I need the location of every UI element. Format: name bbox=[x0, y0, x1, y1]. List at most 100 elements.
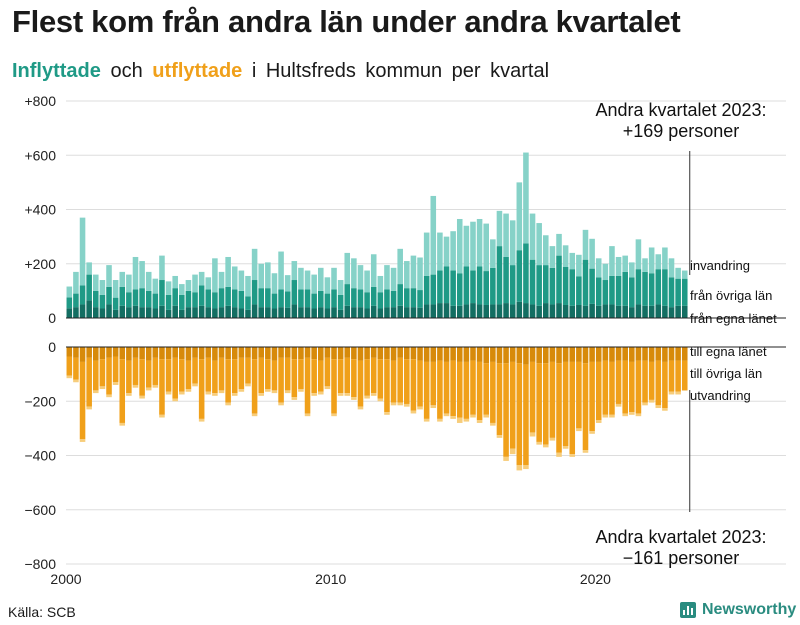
y-tick-label: −800 bbox=[24, 556, 56, 572]
bar-inflyttade-seg1 bbox=[311, 308, 317, 318]
bar-inflyttade-seg2 bbox=[377, 292, 384, 309]
bar-inflyttade-seg2 bbox=[450, 270, 456, 306]
bar-inflyttade-seg3 bbox=[318, 267, 324, 291]
bar-inflyttade-seg3 bbox=[66, 286, 73, 298]
bar-inflyttade-seg2 bbox=[192, 292, 198, 308]
bar-inflyttade-seg3 bbox=[205, 277, 212, 290]
bar-utflyttade-seg1 bbox=[463, 347, 470, 362]
bar-inflyttade-seg2 bbox=[344, 284, 351, 306]
bar-utflyttade-seg3 bbox=[192, 383, 198, 387]
bar-utflyttade-seg2 bbox=[602, 360, 609, 415]
bar-inflyttade-seg2 bbox=[463, 266, 470, 305]
bar-utflyttade-seg2 bbox=[179, 359, 185, 392]
bar-inflyttade-seg1 bbox=[543, 303, 549, 318]
bar-utflyttade-seg2 bbox=[245, 357, 251, 384]
bar-inflyttade-seg1 bbox=[470, 303, 476, 318]
bar-utflyttade-seg3 bbox=[73, 379, 79, 383]
bar-utflyttade-seg1 bbox=[119, 347, 126, 360]
bar-utflyttade-seg3 bbox=[165, 391, 172, 395]
bar-utflyttade-seg3 bbox=[198, 418, 205, 422]
bar-inflyttade-seg1 bbox=[443, 303, 450, 318]
bar-utflyttade-seg2 bbox=[397, 357, 403, 403]
bar-utflyttade-seg2 bbox=[318, 360, 324, 392]
bar-utflyttade-seg2 bbox=[79, 361, 86, 440]
bar-utflyttade-seg2 bbox=[536, 363, 542, 442]
bar-utflyttade-seg2 bbox=[423, 361, 430, 419]
bar-inflyttade-seg1 bbox=[357, 307, 364, 318]
bar-inflyttade-seg1 bbox=[205, 307, 212, 318]
bar-inflyttade-seg2 bbox=[589, 268, 595, 304]
bar-utflyttade-seg1 bbox=[582, 347, 589, 364]
bar-utflyttade-seg3 bbox=[370, 393, 377, 396]
bar-inflyttade-seg1 bbox=[304, 307, 311, 318]
bar-utflyttade-seg3 bbox=[172, 398, 178, 402]
bar-utflyttade-seg2 bbox=[357, 360, 364, 407]
bar-inflyttade-seg1 bbox=[278, 307, 284, 318]
bar-utflyttade-seg2 bbox=[483, 363, 489, 415]
bar-utflyttade-seg2 bbox=[364, 359, 370, 396]
bar-utflyttade-seg1 bbox=[417, 347, 423, 361]
bar-inflyttade-seg1 bbox=[291, 304, 298, 318]
bar-inflyttade-seg1 bbox=[225, 305, 231, 318]
bar-inflyttade-seg3 bbox=[662, 247, 668, 270]
bar-inflyttade-seg3 bbox=[668, 258, 675, 278]
bar-inflyttade-seg1 bbox=[642, 305, 648, 318]
bar-utflyttade-seg2 bbox=[490, 361, 496, 423]
bar-utflyttade-seg2 bbox=[119, 359, 126, 423]
bar-utflyttade-seg2 bbox=[99, 359, 106, 387]
bar-inflyttade-seg1 bbox=[370, 305, 377, 318]
bar-inflyttade-seg3 bbox=[397, 248, 403, 285]
bar-utflyttade-seg2 bbox=[165, 359, 172, 392]
bar-inflyttade-seg2 bbox=[311, 293, 317, 309]
bar-utflyttade-seg2 bbox=[139, 359, 145, 396]
bar-inflyttade-seg1 bbox=[503, 303, 509, 318]
bar-utflyttade-seg1 bbox=[443, 347, 450, 362]
bar-inflyttade-seg2 bbox=[529, 259, 536, 305]
bar-utflyttade-seg2 bbox=[529, 361, 536, 433]
bar-utflyttade-seg1 bbox=[331, 347, 337, 360]
bar-inflyttade-seg3 bbox=[192, 274, 198, 293]
bar-utflyttade-seg2 bbox=[231, 359, 238, 394]
bar-inflyttade-seg1 bbox=[245, 309, 251, 318]
bar-inflyttade-seg2 bbox=[231, 289, 238, 308]
bar-utflyttade-seg3 bbox=[404, 403, 410, 407]
bar-utflyttade-seg2 bbox=[595, 361, 602, 421]
bar-inflyttade-seg2 bbox=[284, 291, 291, 308]
bar-utflyttade-seg1 bbox=[112, 347, 119, 357]
bar-inflyttade-seg2 bbox=[443, 266, 450, 304]
bar-inflyttade-seg1 bbox=[483, 304, 489, 318]
bar-inflyttade-seg1 bbox=[655, 304, 662, 318]
bar-inflyttade-seg3 bbox=[165, 281, 172, 295]
bar-utflyttade-seg1 bbox=[662, 347, 668, 362]
bar-utflyttade-seg2 bbox=[304, 357, 311, 414]
bar-inflyttade-seg1 bbox=[390, 307, 397, 318]
bar-inflyttade-seg1 bbox=[344, 305, 351, 318]
bar-inflyttade-seg1 bbox=[523, 303, 529, 318]
bar-inflyttade-seg2 bbox=[126, 292, 132, 308]
bar-inflyttade-seg2 bbox=[172, 288, 178, 306]
bar-utflyttade-seg1 bbox=[635, 347, 642, 361]
bar-utflyttade-seg1 bbox=[675, 347, 681, 361]
bar-inflyttade-seg3 bbox=[331, 267, 337, 290]
bar-inflyttade-seg3 bbox=[132, 256, 139, 290]
bar-utflyttade-seg2 bbox=[126, 360, 132, 394]
bar-utflyttade-seg1 bbox=[681, 347, 688, 361]
bar-inflyttade-seg1 bbox=[662, 305, 668, 318]
bar-inflyttade-seg3 bbox=[622, 255, 628, 272]
bar-utflyttade-seg1 bbox=[245, 347, 251, 358]
bar-inflyttade-seg2 bbox=[404, 288, 410, 308]
bar-utflyttade-seg3 bbox=[642, 402, 648, 406]
bar-utflyttade-seg1 bbox=[179, 347, 185, 360]
bar-inflyttade-seg1 bbox=[490, 304, 496, 318]
bar-utflyttade-seg2 bbox=[543, 363, 549, 445]
bar-inflyttade-seg1 bbox=[423, 304, 430, 318]
bar-inflyttade-seg3 bbox=[172, 275, 178, 289]
bar-inflyttade-seg2 bbox=[476, 266, 483, 305]
bar-inflyttade-seg1 bbox=[119, 305, 126, 318]
bar-inflyttade-seg2 bbox=[198, 285, 205, 306]
bar-inflyttade-seg3 bbox=[615, 256, 622, 276]
bar-inflyttade-seg3 bbox=[430, 195, 437, 275]
bar-inflyttade-seg3 bbox=[298, 267, 304, 290]
bar-utflyttade-seg2 bbox=[291, 359, 298, 398]
bar-inflyttade-seg2 bbox=[370, 286, 377, 306]
